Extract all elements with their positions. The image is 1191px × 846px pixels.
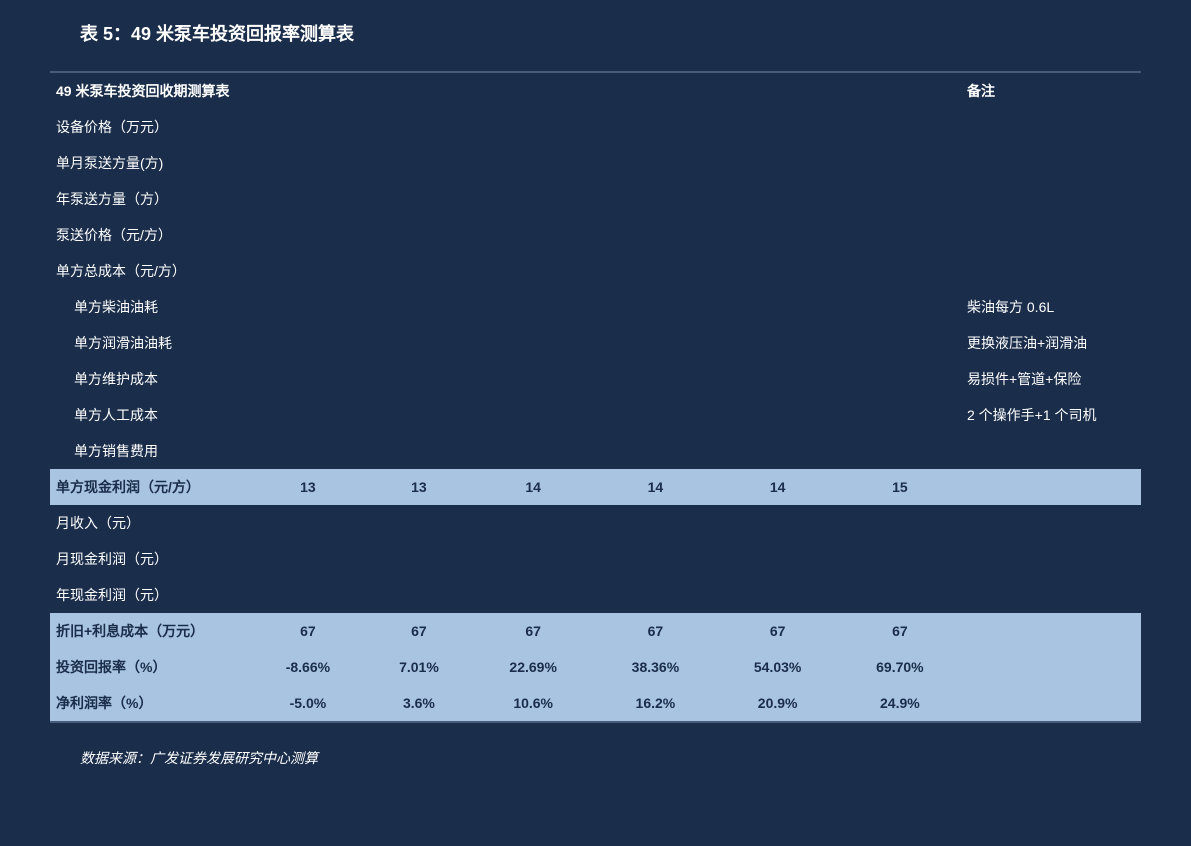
table-row-highlight: 投资回报率（%） -8.66% 7.01% 22.69% 38.36% 54.0… (50, 649, 1141, 685)
cell-value: 14 (472, 469, 594, 505)
row-label: 年泵送方量（方） (50, 181, 250, 217)
row-label: 单方人工成本 (50, 397, 250, 433)
table-row-highlight: 折旧+利息成本（万元） 67 67 67 67 67 67 (50, 613, 1141, 649)
row-label: 单方维护成本 (50, 361, 250, 397)
table-container: 49 米泵车投资回收期测算表 备注 设备价格（万元） 单月泵送方量(方) 年泵送… (50, 71, 1141, 723)
row-remark: 2 个操作手+1 个司机 (961, 397, 1141, 433)
row-label: 泵送价格（元/方） (50, 217, 250, 253)
row-remark: 更换液压油+润滑油 (961, 325, 1141, 361)
row-remark (961, 685, 1141, 722)
cell-value: 67 (472, 613, 594, 649)
header-col (250, 72, 366, 109)
cell-value: 22.69% (472, 649, 594, 685)
table-header-row: 49 米泵车投资回收期测算表 备注 (50, 72, 1141, 109)
row-remark (961, 649, 1141, 685)
table-row: 单方销售费用 (50, 433, 1141, 469)
row-remark (961, 217, 1141, 253)
cell-value: 38.36% (594, 649, 716, 685)
header-col (717, 72, 839, 109)
row-label: 单方销售费用 (50, 433, 250, 469)
row-remark (961, 145, 1141, 181)
table-row: 泵送价格（元/方） (50, 217, 1141, 253)
cell-value: 10.6% (472, 685, 594, 722)
data-source: 数据来源：广发证券发展研究中心测算 (80, 748, 1141, 768)
table-row: 单方总成本（元/方） (50, 253, 1141, 289)
header-col (366, 72, 472, 109)
row-remark (961, 541, 1141, 577)
cell-value: 67 (717, 613, 839, 649)
row-label: 单方现金利润（元/方） (50, 469, 250, 505)
table-row: 年现金利润（元） (50, 577, 1141, 613)
table-row: 月收入（元） (50, 505, 1141, 541)
row-label: 单方总成本（元/方） (50, 253, 250, 289)
table-row: 单方润滑油油耗 更换液压油+润滑油 (50, 325, 1141, 361)
cell-value: 67 (594, 613, 716, 649)
table-row: 月现金利润（元） (50, 541, 1141, 577)
table-row: 年泵送方量（方） (50, 181, 1141, 217)
cell-value: 13 (250, 469, 366, 505)
header-col (594, 72, 716, 109)
row-label: 单月泵送方量(方) (50, 145, 250, 181)
cell-value: 67 (250, 613, 366, 649)
row-remark: 柴油每方 0.6L (961, 289, 1141, 325)
table-row: 单月泵送方量(方) (50, 145, 1141, 181)
cell-value: 69.70% (839, 649, 961, 685)
cell-value: 67 (366, 613, 472, 649)
row-remark (961, 469, 1141, 505)
cell-value: 16.2% (594, 685, 716, 722)
row-label: 年现金利润（元） (50, 577, 250, 613)
table-row: 单方人工成本 2 个操作手+1 个司机 (50, 397, 1141, 433)
header-label: 49 米泵车投资回收期测算表 (50, 72, 250, 109)
row-remark (961, 613, 1141, 649)
table-row: 设备价格（万元） (50, 109, 1141, 145)
row-remark (961, 253, 1141, 289)
table-row-highlight: 单方现金利润（元/方） 13 13 14 14 14 15 (50, 469, 1141, 505)
row-remark (961, 433, 1141, 469)
row-label: 设备价格（万元） (50, 109, 250, 145)
cell-value: 67 (839, 613, 961, 649)
row-label: 投资回报率（%） (50, 649, 250, 685)
row-remark (961, 577, 1141, 613)
cell-value: 14 (594, 469, 716, 505)
header-col (472, 72, 594, 109)
row-label: 净利润率（%） (50, 685, 250, 722)
table-row: 单方柴油油耗 柴油每方 0.6L (50, 289, 1141, 325)
row-label: 月收入（元） (50, 505, 250, 541)
row-remark (961, 109, 1141, 145)
cell-value: 14 (717, 469, 839, 505)
cell-value: 20.9% (717, 685, 839, 722)
row-label: 折旧+利息成本（万元） (50, 613, 250, 649)
cell-value: -8.66% (250, 649, 366, 685)
cell-value: 13 (366, 469, 472, 505)
cell-value: -5.0% (250, 685, 366, 722)
cell-value: 54.03% (717, 649, 839, 685)
header-remark: 备注 (961, 72, 1141, 109)
row-label: 单方柴油油耗 (50, 289, 250, 325)
table-row: 单方维护成本 易损件+管道+保险 (50, 361, 1141, 397)
cell-value: 24.9% (839, 685, 961, 722)
table-title: 表 5：49 米泵车投资回报率测算表 (80, 20, 1141, 46)
row-remark (961, 505, 1141, 541)
row-label: 月现金利润（元） (50, 541, 250, 577)
table-row-highlight: 净利润率（%） -5.0% 3.6% 10.6% 16.2% 20.9% 24.… (50, 685, 1141, 722)
cell-value: 3.6% (366, 685, 472, 722)
cell-value: 15 (839, 469, 961, 505)
row-remark (961, 181, 1141, 217)
row-label: 单方润滑油油耗 (50, 325, 250, 361)
cell-value: 7.01% (366, 649, 472, 685)
header-col (839, 72, 961, 109)
financial-table: 49 米泵车投资回收期测算表 备注 设备价格（万元） 单月泵送方量(方) 年泵送… (50, 71, 1141, 723)
row-remark: 易损件+管道+保险 (961, 361, 1141, 397)
